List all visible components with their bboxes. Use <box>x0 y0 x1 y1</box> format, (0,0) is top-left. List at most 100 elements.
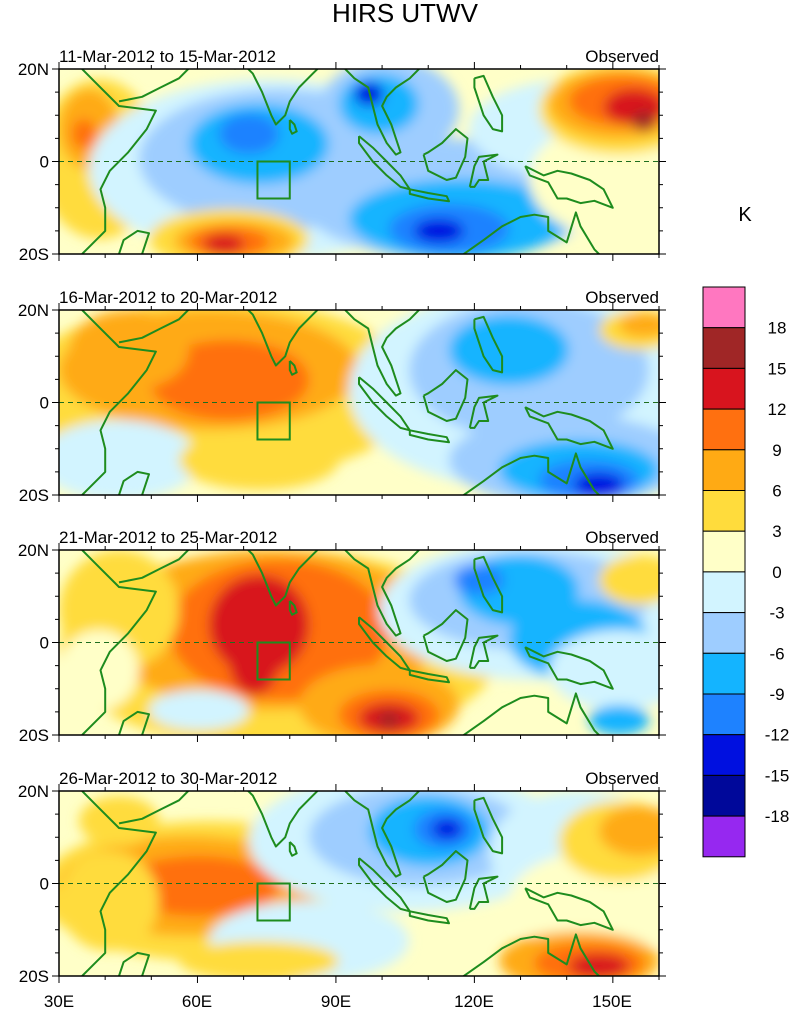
coastline <box>524 646 614 690</box>
coastline <box>408 188 450 203</box>
contour-blob <box>589 705 649 735</box>
colorbar-swatch <box>702 449 746 491</box>
panel-date-range: 21-Mar-2012 to 25-Mar-2012 <box>59 528 277 547</box>
coastline <box>118 229 150 254</box>
contour-blob <box>449 315 569 385</box>
coastline <box>524 887 614 931</box>
coastline <box>118 951 150 976</box>
contour-blob <box>414 219 464 243</box>
coastline <box>422 128 469 181</box>
analysis-box <box>256 401 291 441</box>
panel-date-range: 16-Mar-2012 to 20-Mar-2012 <box>59 288 277 307</box>
colorbar-swatch <box>702 367 746 410</box>
panel-label: Observed <box>585 47 659 66</box>
map-panel: 21-Mar-2012 to 25-Mar-2012 Observed 20N 0 20… <box>18 528 666 745</box>
coastline <box>118 710 150 735</box>
colorbar-swatch <box>702 693 746 736</box>
lat-label: 20N <box>18 782 49 801</box>
contour-blob <box>59 420 199 495</box>
panel-ticks <box>52 303 666 502</box>
coastline <box>234 550 319 607</box>
colorbar-label: 15 <box>768 359 787 378</box>
coastline <box>473 555 504 614</box>
coastline <box>344 69 420 156</box>
coastline <box>462 933 601 976</box>
contour-blob <box>59 851 159 951</box>
coastline <box>473 315 504 374</box>
colorbar-swatch <box>702 530 746 573</box>
colorbar-label: 9 <box>772 441 781 460</box>
analysis-box <box>256 641 291 681</box>
colorbar-label: 6 <box>772 482 781 501</box>
colorbar-label: -15 <box>765 766 790 785</box>
colorbar-swatch <box>702 571 746 614</box>
coastline <box>118 470 150 495</box>
coastline <box>81 791 157 976</box>
colorbar-label: -12 <box>765 726 790 745</box>
colorbar-swatch <box>702 774 746 817</box>
contour-blob <box>149 340 309 420</box>
map-panel: 11-Mar-2012 to 15-Mar-2012 Observed 20N 0 20… <box>18 47 666 264</box>
coastline <box>118 69 189 103</box>
coastlines <box>81 69 614 254</box>
coastline <box>358 135 411 191</box>
coastline <box>234 69 319 126</box>
coastline <box>288 360 298 376</box>
panel-ticks <box>52 543 666 742</box>
contour-blob <box>79 796 159 846</box>
contour-blob <box>574 473 624 495</box>
figure-title: HIRS UTWV <box>332 0 479 28</box>
lat-label: 0 <box>40 634 49 653</box>
coastline <box>234 791 319 848</box>
lon-label-150e: 150E <box>592 992 632 1011</box>
coastline <box>288 600 298 616</box>
contour-blob <box>599 806 659 856</box>
panel-label: Observed <box>585 288 659 307</box>
coastline <box>358 376 411 432</box>
contour-blob <box>179 941 339 976</box>
contour-blob <box>59 630 139 710</box>
map-panels: 11-Mar-2012 to 15-Mar-2012 Observed 20N 0 20… <box>18 47 666 986</box>
lat-label: 20S <box>19 486 49 505</box>
panel-ticks <box>52 784 666 983</box>
colorbar-label: -3 <box>769 604 784 623</box>
contour-blob <box>204 234 244 254</box>
lat-label: 20S <box>19 245 49 264</box>
colorbar-label: 12 <box>768 400 787 419</box>
lat-label: 20N <box>18 60 49 79</box>
analysis-box <box>256 882 291 922</box>
contour-field <box>59 550 659 735</box>
longitude-axis: 30E 60E 90E 120E 150E <box>44 992 632 1011</box>
coastline <box>118 550 189 584</box>
coastline <box>234 310 319 367</box>
lat-label: 20N <box>18 541 49 560</box>
coastline <box>462 452 601 495</box>
panel-ticks <box>52 62 666 261</box>
lon-label-30e: 30E <box>44 992 74 1011</box>
coastline <box>422 850 469 903</box>
coastline <box>344 550 420 637</box>
colorbar: 18 15 12 9 6 3 0 -3 -6 -9 -12 -15 -18 <box>702 286 790 858</box>
colorbar-swatch <box>702 612 746 654</box>
coastlines <box>81 791 614 976</box>
coastline <box>118 791 189 825</box>
contour-blob <box>632 111 656 131</box>
map-panel: 16-Mar-2012 to 20-Mar-2012 Observed 20N 0 20… <box>18 288 666 505</box>
coastlines <box>81 310 614 495</box>
coastline <box>462 692 601 735</box>
coastline <box>344 791 420 878</box>
coastline <box>288 119 298 135</box>
contour-field <box>59 69 659 254</box>
analysis-box <box>256 160 291 200</box>
colorbar-label: 0 <box>772 563 781 582</box>
coastline <box>358 857 411 913</box>
contour-blob <box>179 430 339 490</box>
coastline <box>473 74 504 133</box>
coastline <box>81 69 157 254</box>
contour-blob <box>149 690 249 730</box>
coastline <box>344 310 420 397</box>
lat-label: 20S <box>19 967 49 986</box>
contour-blob <box>69 310 189 390</box>
colorbar-label: -18 <box>765 807 790 826</box>
